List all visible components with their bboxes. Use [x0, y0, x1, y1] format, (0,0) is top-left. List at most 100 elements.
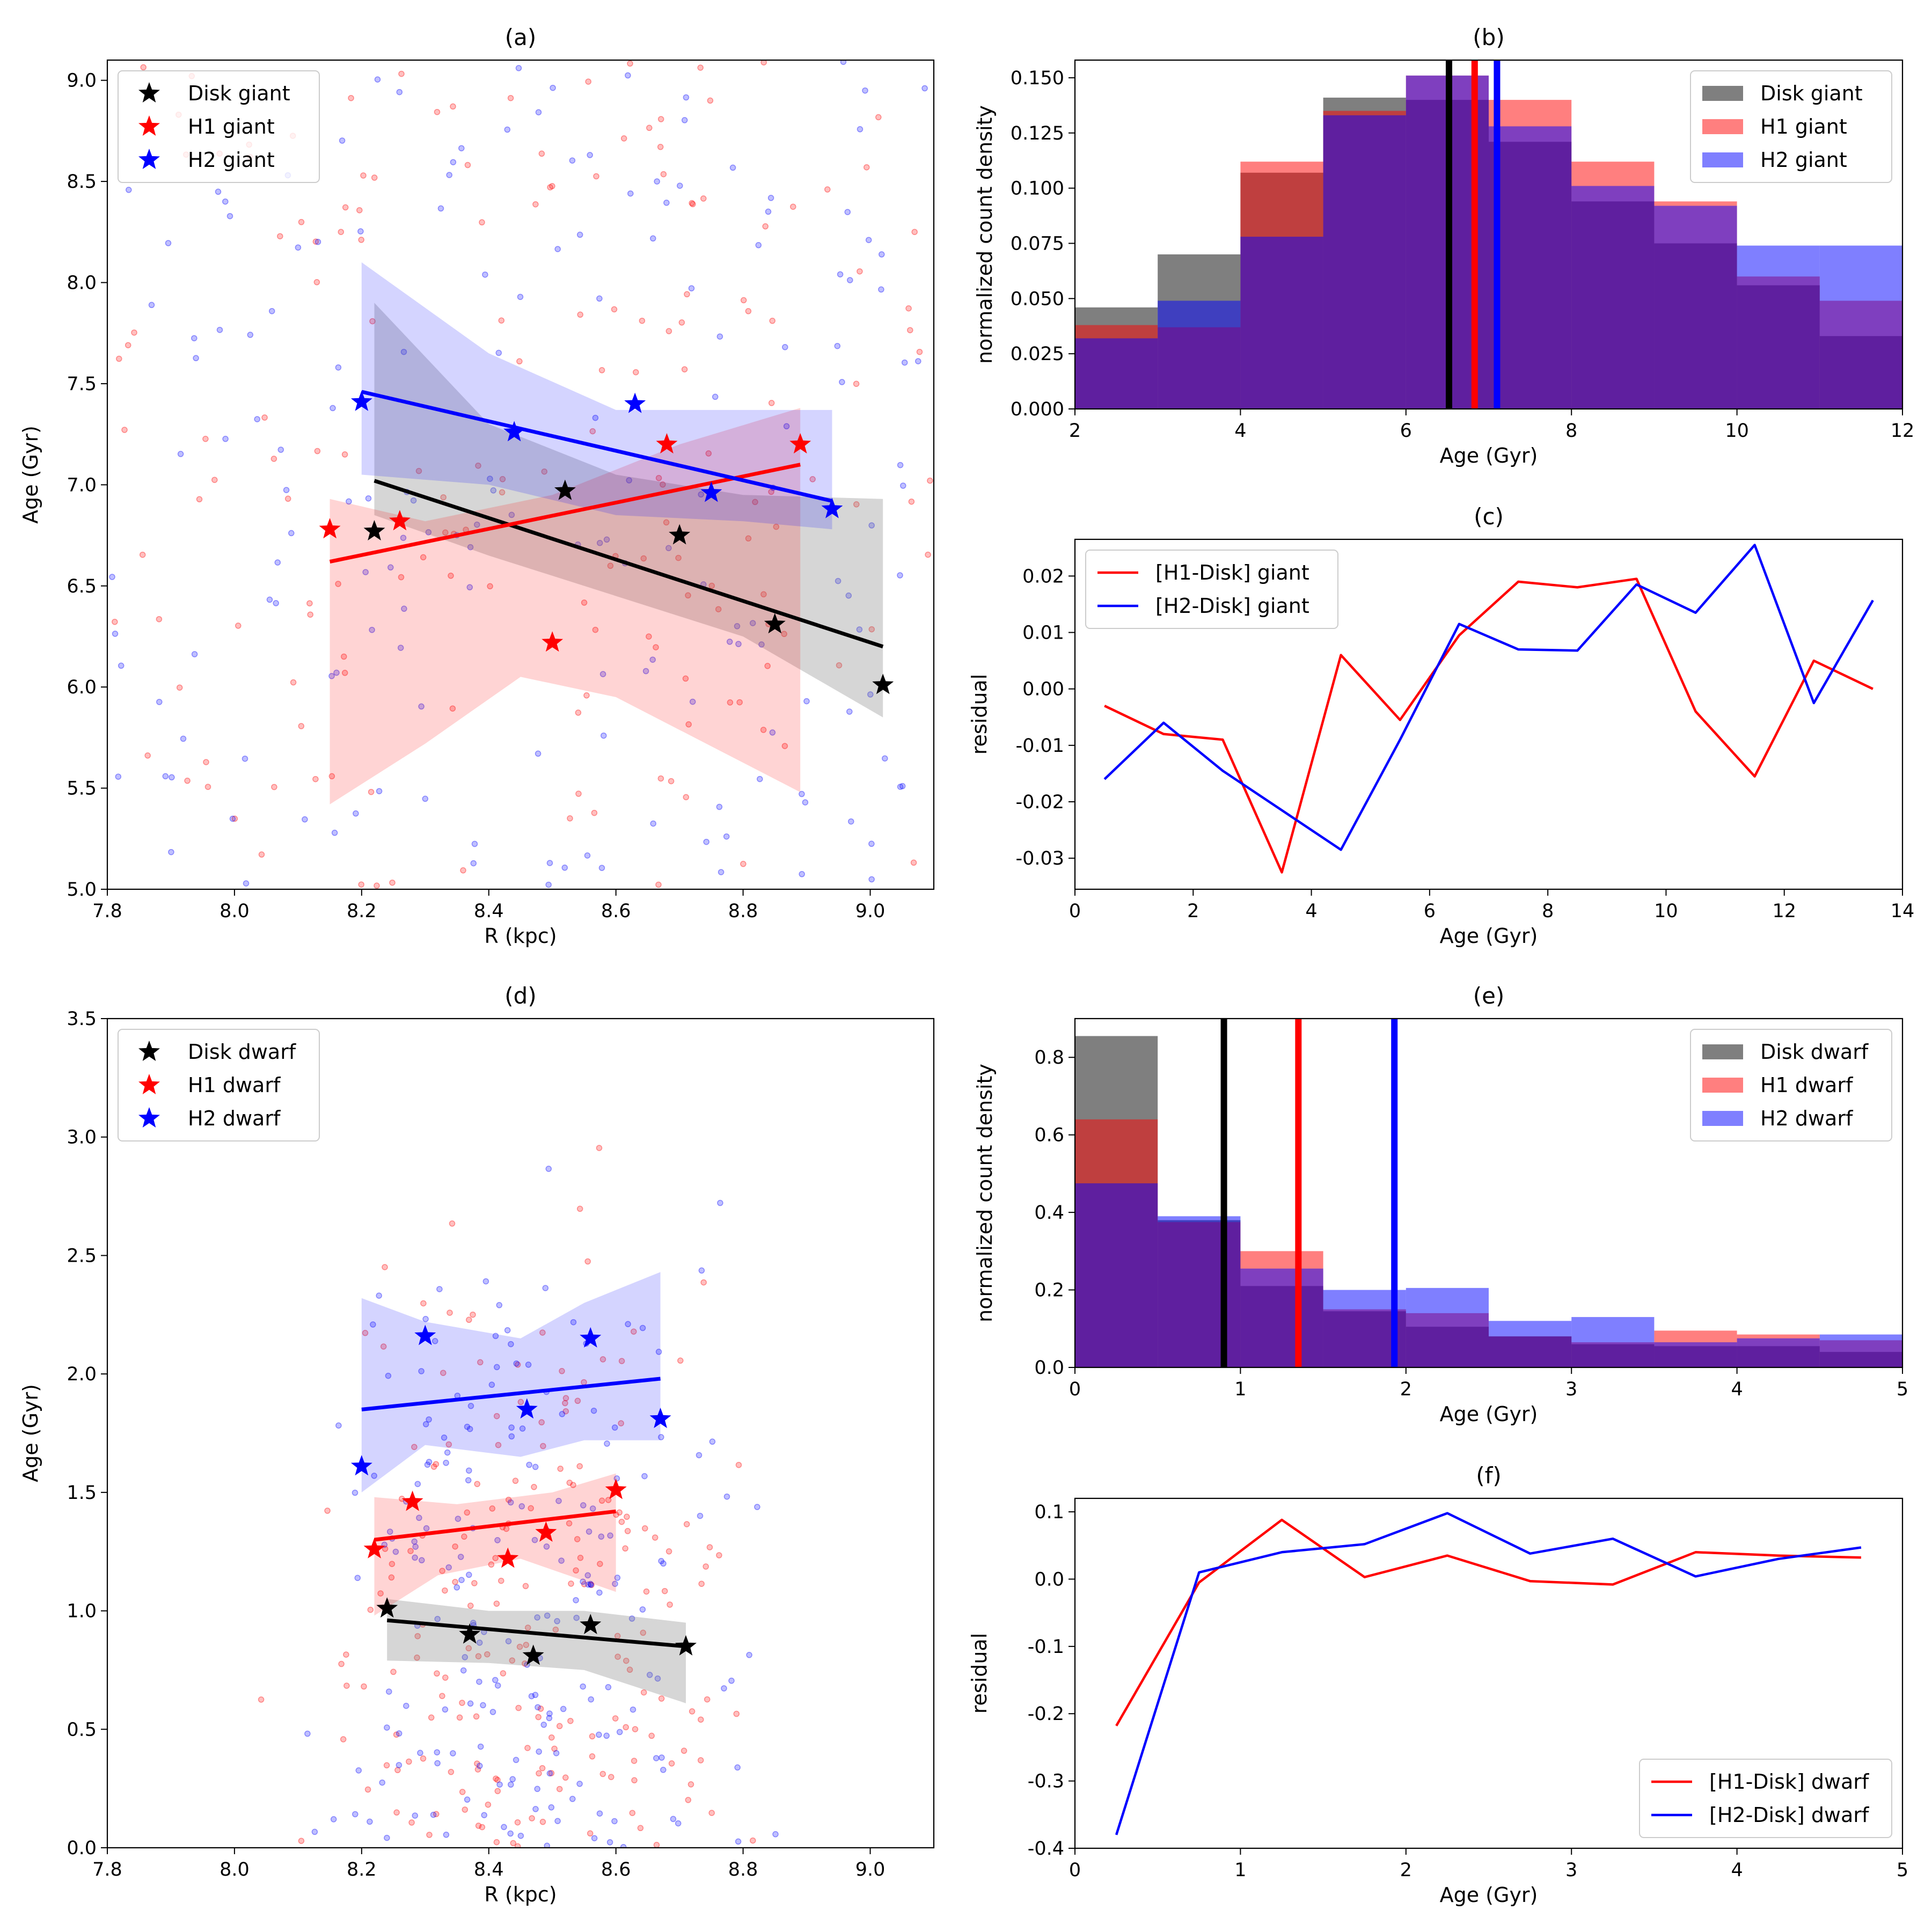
background-star-h1 [459, 1700, 465, 1706]
y-tick-label: 0.0 [1034, 1357, 1064, 1379]
background-star-h2 [878, 286, 884, 293]
background-star-h1 [393, 1731, 400, 1738]
background-star-h1 [708, 1810, 715, 1816]
background-star-h1 [398, 574, 405, 581]
background-star-h1 [495, 1441, 502, 1448]
background-star-h1 [528, 1505, 534, 1512]
legend-label: H2 dwarf [188, 1107, 281, 1130]
y-tick-label: 0.6 [1034, 1125, 1064, 1146]
data-star-h1-giant-3 [656, 433, 678, 453]
background-star-h2 [247, 332, 254, 338]
background-star-h1 [597, 1561, 603, 1567]
plot-area [1075, 60, 1902, 409]
background-star-h1 [612, 1715, 619, 1722]
background-star-h2 [596, 540, 603, 546]
background-star-h2 [411, 1538, 418, 1545]
legend: Disk dwarf H1 dwarf H2 dwarf [1690, 1029, 1892, 1141]
x-tick-label: 4 [1731, 1860, 1743, 1881]
background-star-h1 [668, 1760, 675, 1767]
background-star-h1 [660, 481, 666, 488]
histogram-bar-h2-dwarf-6 [1571, 1317, 1655, 1367]
background-star-h2 [650, 235, 656, 242]
x-tick-label: 10 [1725, 420, 1749, 442]
legend-swatch [1702, 1078, 1743, 1093]
background-star-h1 [552, 1626, 559, 1633]
background-star-h2 [848, 818, 854, 825]
data-star-h2-dwarf-2 [516, 1398, 538, 1419]
background-star-h2 [496, 1302, 503, 1308]
background-star-h1 [434, 108, 441, 115]
background-star-h2 [688, 285, 695, 291]
background-star-h2 [712, 393, 719, 400]
background-star-h2 [723, 1493, 730, 1500]
background-star-h2 [698, 1267, 705, 1274]
background-star-h1 [769, 318, 775, 324]
x-tick-label: 7.8 [92, 901, 122, 922]
background-star-h2 [532, 1806, 539, 1812]
background-star-h1 [125, 342, 131, 348]
histogram-bar-h2-giant-9 [1819, 245, 1902, 409]
background-star-h1 [556, 1785, 563, 1792]
background-star-h2 [675, 1820, 682, 1827]
y-tick-label: 0.8 [1034, 1047, 1064, 1069]
background-star-h2 [311, 1828, 318, 1835]
background-star-h2 [476, 1678, 482, 1685]
background-star-h1 [640, 555, 647, 562]
background-star-h2 [156, 699, 163, 705]
background-star-h1 [211, 477, 218, 483]
x-tick-label: 4 [1234, 420, 1246, 442]
y-tick-label: -0.4 [1028, 1838, 1064, 1860]
background-star-h2 [474, 521, 480, 528]
background-star-h2 [580, 1578, 586, 1585]
background-star-h1 [593, 173, 599, 180]
background-star-h2 [607, 1532, 613, 1539]
data-star-h1-giant-1 [389, 510, 411, 531]
data-star-h2-dwarf-3 [580, 1327, 602, 1348]
legend-label: Disk giant [1760, 82, 1863, 105]
legend-label: Disk dwarf [188, 1040, 297, 1064]
background-star-h1 [462, 1806, 469, 1813]
background-star-h1 [298, 1838, 305, 1844]
axes-frame [1074, 538, 1904, 890]
background-star-h1 [112, 618, 118, 625]
x-tick-label: 5 [1897, 1379, 1908, 1400]
y-tick-label: 7.5 [67, 374, 97, 395]
background-star-h2 [400, 535, 407, 541]
background-star-h1 [529, 1815, 535, 1821]
background-star-h2 [570, 1319, 577, 1326]
y-tick-label: 0.075 [1011, 233, 1064, 254]
background-star-h2 [576, 231, 583, 238]
background-star-h1 [733, 1710, 740, 1717]
background-star-h2 [477, 1762, 483, 1769]
background-star-h1 [382, 1264, 388, 1270]
background-star-h2 [424, 1461, 431, 1468]
background-star-h2 [611, 1818, 618, 1825]
background-star-h2 [716, 333, 723, 340]
background-star-h1 [629, 1810, 636, 1816]
background-star-h1 [335, 581, 341, 587]
background-star-h2 [436, 1286, 443, 1292]
background-star-h2 [698, 491, 704, 498]
background-star-h1 [678, 319, 685, 326]
background-star-h1 [568, 1580, 574, 1587]
background-star-h2 [365, 495, 372, 502]
x-axis-label: R (kpc) [484, 924, 557, 948]
background-star-h1 [623, 1657, 630, 1664]
background-star-h2 [772, 1831, 779, 1838]
legend-label: [H2-Disk] dwarf [1709, 1803, 1870, 1827]
background-star-h2 [370, 1321, 376, 1328]
background-star-h1 [475, 462, 481, 469]
background-star-h2 [769, 729, 776, 736]
background-star-h1 [764, 663, 771, 669]
background-star-h1 [750, 1837, 756, 1844]
background-star-h2 [620, 1843, 627, 1848]
background-star-h2 [754, 1504, 760, 1510]
background-star-h1 [374, 882, 380, 889]
background-star-h1 [665, 328, 672, 334]
background-star-h2 [446, 172, 452, 178]
data-star-h1-dwarf-1 [401, 1490, 423, 1511]
background-star-h1 [836, 662, 843, 669]
background-star-h1 [314, 448, 321, 455]
background-star-h1 [910, 859, 917, 866]
data-star-disk-dwarf-1 [459, 1623, 481, 1644]
